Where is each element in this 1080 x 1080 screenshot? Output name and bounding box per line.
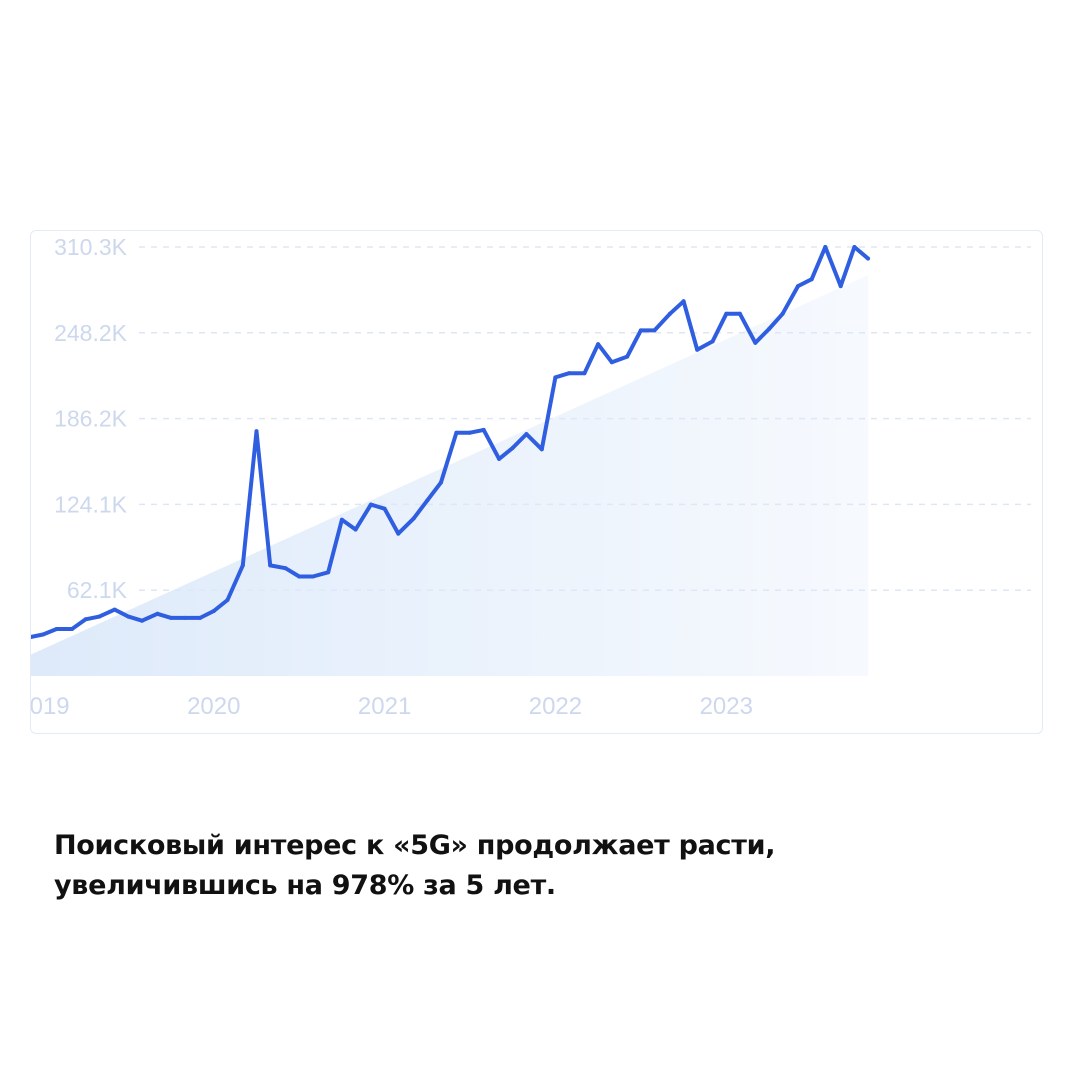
y-tick-label: 310.3K: [54, 234, 128, 260]
data-point: [582, 371, 587, 376]
data-point: [382, 506, 387, 511]
series-line: [31, 245, 870, 639]
data-point: [638, 328, 643, 333]
x-tick-label: 2023: [700, 693, 753, 720]
data-point: [866, 256, 870, 261]
data-point: [83, 617, 88, 622]
data-point: [240, 563, 245, 568]
data-point: [41, 632, 45, 637]
data-point: [211, 609, 216, 613]
data-point: [667, 311, 672, 316]
data-point: [112, 607, 117, 612]
data-point: [297, 574, 302, 579]
data-point: [737, 311, 742, 316]
data-point: [225, 598, 230, 602]
data-point: [823, 245, 828, 249]
data-point: [724, 311, 729, 316]
data-point: [70, 627, 74, 631]
x-tick-label: 2020: [187, 693, 240, 720]
data-point: [368, 502, 373, 507]
data-point: [198, 615, 203, 620]
data-point: [510, 445, 515, 450]
data-point: [852, 245, 857, 249]
data-point: [310, 574, 315, 579]
data-point: [339, 517, 344, 522]
data-point: [695, 347, 700, 352]
data-point: [753, 340, 758, 345]
data-point: [283, 566, 288, 571]
data-point: [539, 447, 544, 452]
data-point: [454, 430, 459, 435]
data-point: [625, 354, 630, 359]
data-point: [182, 615, 187, 620]
y-tick-label: 124.1K: [54, 491, 128, 517]
data-point: [155, 611, 160, 616]
caption-line-2: увеличившись на 978% за 5 лет.: [54, 870, 556, 901]
x-tick-label: 2022: [529, 693, 582, 720]
data-point: [126, 614, 131, 619]
data-point: [710, 339, 715, 344]
data-point: [780, 311, 785, 316]
data-point: [838, 284, 843, 289]
y-tick-label: 248.2K: [54, 320, 128, 346]
data-point: [481, 427, 486, 432]
chart-caption: Поисковый интерес к «5G» продолжает раст…: [54, 826, 1034, 906]
data-point: [411, 516, 416, 521]
data-point: [54, 627, 59, 631]
search-interest-chart: 62.1K 124.1K 186.2K 248.2K 310.3K 2019 2020 20…: [31, 234, 1031, 720]
chart-card: 62.1K 124.1K 186.2K 248.2K 310.3K 2019 2020 20…: [30, 230, 1043, 734]
data-point: [796, 284, 800, 289]
data-point: [524, 432, 529, 437]
data-point: [767, 327, 771, 331]
data-point: [439, 480, 443, 485]
data-point: [353, 527, 358, 532]
data-point: [609, 360, 614, 365]
data-point: [254, 429, 259, 434]
data-point: [497, 456, 502, 461]
data-point: [596, 342, 601, 347]
x-tick-label: 2019: [31, 693, 70, 720]
data-point: [97, 614, 102, 619]
data-point: [809, 277, 814, 282]
data-point: [681, 299, 686, 304]
data-point: [553, 375, 558, 380]
data-point: [140, 618, 144, 623]
data-point: [652, 328, 657, 333]
data-point: [326, 570, 331, 575]
caption-line-1: Поисковый интерес к «5G» продолжает раст…: [54, 830, 776, 861]
x-tick-label: 2021: [358, 693, 411, 720]
data-point: [268, 563, 273, 568]
y-tick-label: 186.2K: [54, 406, 128, 432]
data-point: [567, 371, 572, 376]
data-point: [396, 531, 401, 536]
data-point: [468, 430, 472, 435]
y-tick-label: 62.1K: [67, 577, 128, 603]
data-point: [425, 498, 430, 503]
data-point: [169, 615, 174, 620]
